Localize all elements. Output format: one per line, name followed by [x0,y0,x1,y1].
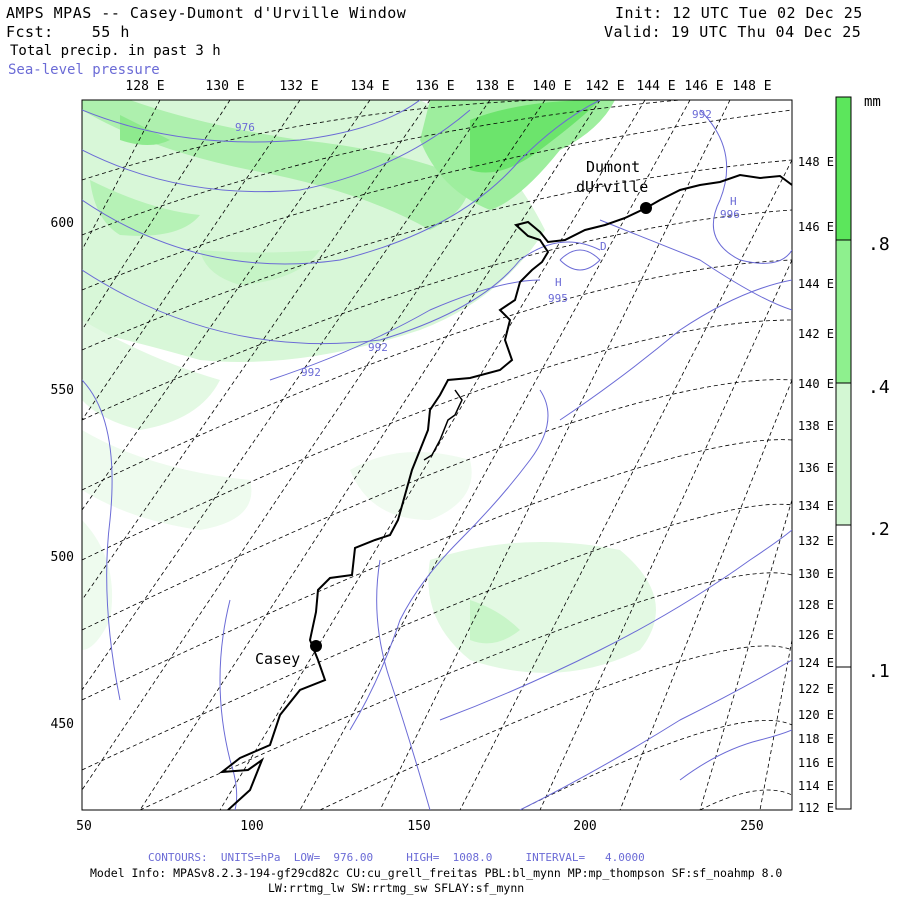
svg-text:124 E: 124 E [798,656,834,670]
station-dumont-durville-marker [640,202,652,214]
coastline [218,173,792,810]
svg-text:976: 976 [235,121,255,134]
graticule [82,100,792,810]
map-frame [81,99,793,811]
colorbar-label-08: .8 [868,234,890,255]
svg-text:600: 600 [51,216,74,231]
svg-text:D: D [600,240,607,253]
station-durville-label: dUrville [576,178,648,196]
svg-text:146 E: 146 E [684,79,723,94]
top-longitude-labels: 128 E 130 E 132 E 134 E 136 E 138 E 140 … [125,79,771,94]
colorbar-unit: mm [864,94,881,110]
svg-text:150: 150 [407,819,430,834]
svg-text:992: 992 [368,341,388,354]
precip-shading [82,100,656,673]
svg-text:144 E: 144 E [636,79,675,94]
svg-text:992: 992 [692,108,712,121]
svg-text:130 E: 130 E [205,79,244,94]
svg-text:114 E: 114 E [798,779,834,793]
pressure-contours [82,100,792,810]
svg-text:140 E: 140 E [532,79,571,94]
svg-text:992: 992 [301,366,321,379]
model-info-line1: Model Info: MPASv8.2.3-194-gf29cd82c CU:… [90,866,783,880]
svg-text:134 E: 134 E [350,79,389,94]
svg-text:148 E: 148 E [732,79,771,94]
coastline-inlet [423,389,463,461]
init-time: Init: 12 UTC Tue 02 Dec 25 [615,4,863,22]
station-dumont-label: Dumont [586,158,640,176]
station-casey-label: Casey [255,650,300,668]
svg-text:144 E: 144 E [798,277,834,291]
svg-text:148 E: 148 E [798,155,834,169]
svg-text:134 E: 134 E [798,499,834,513]
svg-text:146 E: 146 E [798,220,834,234]
svg-text:112 E: 112 E [798,801,834,815]
colorbar-segment-08 [836,97,851,240]
left-grid-labels: 600 550 500 450 [51,216,74,732]
svg-text:995: 995 [548,292,568,305]
svg-text:132 E: 132 E [279,79,318,94]
svg-text:118 E: 118 E [798,732,834,746]
svg-text:140 E: 140 E [798,377,834,391]
forecast-hour: Fcst: 55 h [6,23,130,41]
svg-text:250: 250 [740,819,763,834]
svg-text:996: 996 [720,208,740,221]
colorbar-segment-01 [836,525,851,667]
valid-time: Valid: 19 UTC Thu 04 Dec 25 [604,23,862,41]
svg-text:128 E: 128 E [125,79,164,94]
svg-text:142 E: 142 E [585,79,624,94]
bottom-grid-labels: 50 100 150 200 250 [76,819,764,834]
svg-text:120 E: 120 E [798,708,834,722]
svg-text:132 E: 132 E [798,534,834,548]
svg-text:126 E: 126 E [798,628,834,642]
svg-text:500: 500 [51,550,74,565]
svg-text:450: 450 [51,717,74,732]
svg-text:130 E: 130 E [798,567,834,581]
colorbar-label-04: .4 [868,377,890,398]
svg-text:128 E: 128 E [798,598,834,612]
svg-text:122 E: 122 E [798,682,834,696]
svg-text:116 E: 116 E [798,756,834,770]
svg-text:142 E: 142 E [798,327,834,341]
svg-text:H: H [730,195,737,208]
model-info-line2: LW:rrtmg_lw SW:rrtmg_sw SFLAY:sf_mynn [268,881,525,895]
right-longitude-labels: 148 E 146 E 144 E 142 E 140 E 138 E 136 … [798,155,834,815]
svg-text:138 E: 138 E [475,79,514,94]
svg-text:100: 100 [240,819,263,834]
colorbar-label-02: .2 [868,519,890,540]
svg-text:136 E: 136 E [798,461,834,475]
svg-text:136 E: 136 E [415,79,454,94]
svg-text:550: 550 [51,383,74,398]
overlay-name: Sea-level pressure [8,62,160,78]
station-casey-marker [310,640,322,652]
contour-labels: 976 992 992 992 995 996 H H D [235,108,740,379]
svg-text:50: 50 [76,819,92,834]
colorbar-label-01: .1 [868,661,890,682]
svg-text:H: H [555,276,562,289]
colorbar-segment-04 [836,240,851,383]
svg-text:138 E: 138 E [798,419,834,433]
map-title: AMPS MPAS -- Casey-Dumont d'Urville Wind… [6,4,407,22]
colorbar-segment-02 [836,383,851,525]
contour-info: CONTOURS: UNITS=hPa LOW= 976.00 HIGH= 10… [148,851,645,864]
svg-text:200: 200 [573,819,596,834]
field-name: Total precip. in past 3 h [10,43,221,59]
precip-colorbar: mm .8 .4 .2 .1 [835,94,890,810]
